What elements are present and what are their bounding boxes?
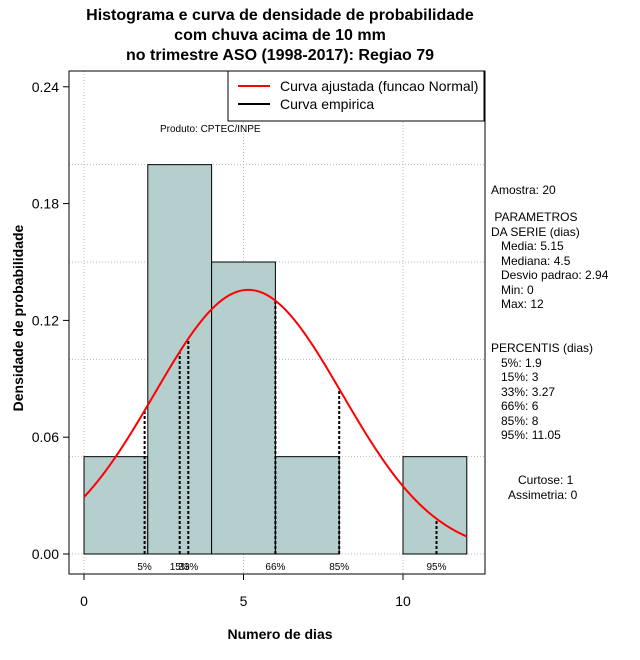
percentile-label: 66% bbox=[265, 562, 285, 573]
percentile-label: 33% bbox=[178, 562, 198, 573]
legend-label-fitted: Curva ajustada (funcao Normal) bbox=[280, 78, 478, 94]
x-tick-label: 10 bbox=[395, 593, 411, 609]
title-line-2: com chuva acima de 10 mm bbox=[174, 27, 386, 44]
product-annotation: Produto: CPTEC/INPE bbox=[160, 124, 261, 135]
param-line: Min: 0 bbox=[491, 282, 534, 297]
percentile-layer: 5% 15%33% 66% 85% 95% bbox=[137, 300, 447, 573]
y-tick-label: 0.12 bbox=[32, 312, 59, 328]
histogram-bar bbox=[211, 261, 276, 555]
x-axis-label: Numero de dias bbox=[227, 626, 333, 642]
param-line: Desvio padrao: 2.94 bbox=[491, 268, 609, 282]
legend-box bbox=[227, 70, 485, 122]
series-parameters: PARAMETROS DA SERIE (dias) Media: 5.15 M… bbox=[491, 210, 608, 312]
title-line-1: Histograma e curva de densidade de proba… bbox=[86, 7, 474, 24]
legend-label-empirical: Curva empirica bbox=[280, 96, 374, 112]
percentiles-list: PERCENTIS (dias) 5%: 1.9 15%: 3 33%: 3.2… bbox=[491, 341, 593, 443]
skewness: Assimetria: 0 bbox=[508, 488, 578, 502]
y-tick-label: 0.24 bbox=[32, 79, 59, 95]
percentile-label: 85% bbox=[329, 562, 349, 573]
param-line: PARAMETROS bbox=[491, 210, 578, 224]
percentile-line: 95%: 11.05 bbox=[491, 428, 561, 442]
histogram-bar bbox=[402, 456, 468, 555]
y-axis-label: Densidade de probabilidade bbox=[10, 224, 26, 412]
percentile-line: 15%: 3 bbox=[491, 370, 539, 384]
percentile-line: 85%: 8 bbox=[491, 413, 539, 428]
percentile-label: 5% bbox=[137, 562, 152, 573]
percentile-line: 33%: 3.27 bbox=[491, 384, 556, 399]
histogram-bar bbox=[147, 164, 213, 555]
y-tick-label: 0.06 bbox=[32, 429, 59, 445]
percentile-label: 95% bbox=[426, 562, 446, 573]
y-tick-label: 0.18 bbox=[32, 196, 59, 212]
y-tick-label: 0.00 bbox=[32, 546, 59, 562]
x-tick-label: 5 bbox=[240, 593, 248, 609]
histogram-bar bbox=[274, 456, 340, 555]
sample-size: Amostra: 20 bbox=[491, 183, 556, 197]
percentile-line: 5%: 1.9 bbox=[491, 355, 542, 370]
param-line: Max: 12 bbox=[491, 297, 544, 311]
param-line: DA SERIE (dias) bbox=[491, 224, 580, 239]
title-line-3: no trimestre ASO (1998-2017): Regiao 79 bbox=[126, 47, 434, 64]
legend: Curva ajustada (funcao Normal) Curva emp… bbox=[227, 70, 485, 122]
x-tick-label: 0 bbox=[80, 593, 88, 609]
curve-layer bbox=[83, 288, 468, 538]
percentile-label: 15% bbox=[170, 562, 190, 573]
histogram-bar bbox=[83, 456, 149, 555]
fitted-normal-curve bbox=[83, 288, 468, 538]
kurtosis: Curtose: 1 bbox=[518, 473, 574, 487]
percentile-line: PERCENTIS (dias) bbox=[491, 341, 594, 355]
chart-title: Histograma e curva de densidade de proba… bbox=[0, 6, 560, 66]
percentile-line: 66%: 6 bbox=[491, 399, 539, 413]
bars-layer bbox=[83, 164, 468, 555]
param-line: Mediana: 4.5 bbox=[491, 253, 571, 268]
param-line: Media: 5.15 bbox=[491, 239, 564, 253]
